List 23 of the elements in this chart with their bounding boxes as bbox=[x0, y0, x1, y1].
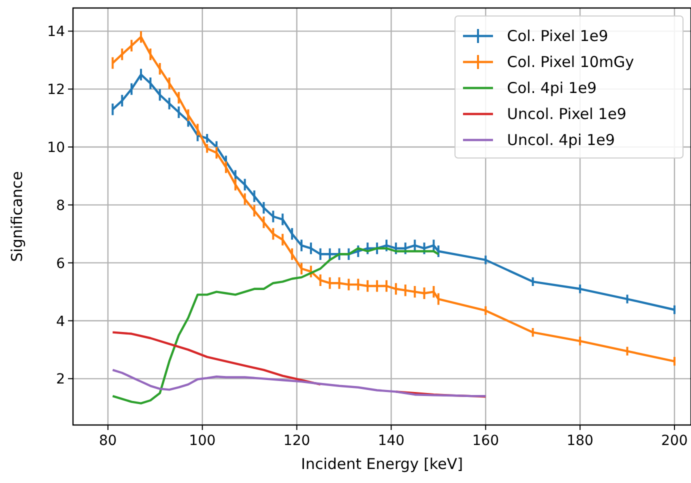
legend-label: Col. Pixel 1e9 bbox=[507, 27, 608, 45]
y-tick-label: 14 bbox=[47, 24, 66, 40]
y-tick-label: 2 bbox=[56, 372, 65, 388]
legend-label: Col. Pixel 10mGy bbox=[507, 53, 634, 71]
x-tick-label: 160 bbox=[472, 433, 499, 449]
legend-label: Uncol. Pixel 1e9 bbox=[507, 105, 626, 123]
x-tick-label: 140 bbox=[378, 433, 405, 449]
x-tick-label: 100 bbox=[188, 433, 216, 449]
x-tick-label: 200 bbox=[661, 433, 688, 449]
legend-label: Uncol. 4pi 1e9 bbox=[507, 131, 615, 149]
x-tick-label: 120 bbox=[283, 433, 310, 449]
y-axis-title: Significance bbox=[8, 171, 26, 262]
y-tick-label: 6 bbox=[56, 256, 66, 272]
legend-label: Col. 4pi 1e9 bbox=[507, 79, 597, 97]
line-series bbox=[112, 368, 487, 398]
x-tick-label: 80 bbox=[99, 433, 117, 449]
y-tick-label: 8 bbox=[56, 198, 65, 214]
y-tick-label: 12 bbox=[47, 82, 65, 98]
x-axis-title: Incident Energy [keV] bbox=[301, 455, 463, 473]
y-tick-label: 10 bbox=[47, 140, 65, 156]
y-tick-label: 4 bbox=[56, 314, 66, 330]
x-tick-label: 180 bbox=[566, 433, 594, 449]
line-series bbox=[112, 247, 440, 404]
